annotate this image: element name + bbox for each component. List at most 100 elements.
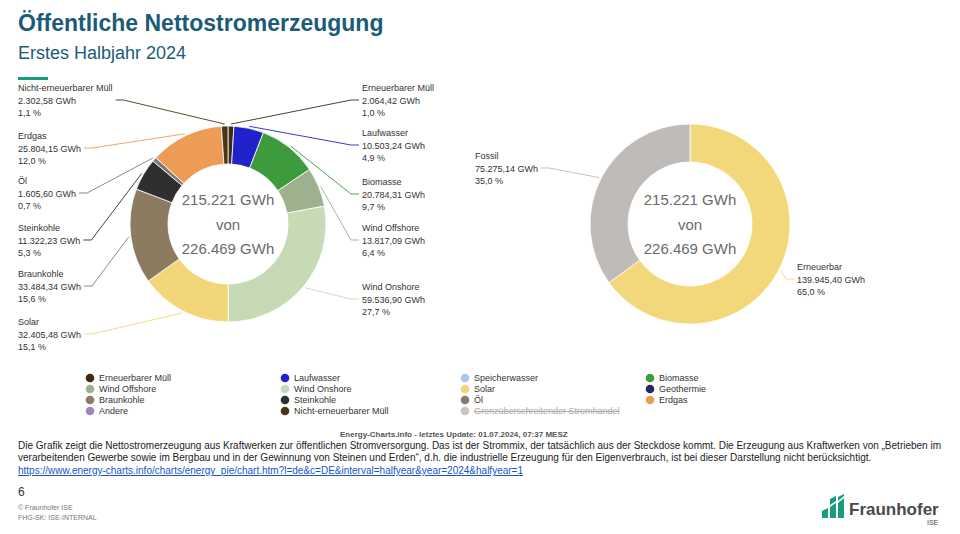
slice-label: Solar — [18, 317, 39, 327]
legend-entry: Erdgas — [659, 395, 688, 405]
legend-swatch — [86, 407, 95, 416]
slice-label: Erdgas — [18, 131, 47, 141]
classification: FHG-SK: ISE-INTERNAL — [18, 514, 97, 521]
logo-name: Fraunhofer — [849, 500, 939, 519]
description: Die Grafik zeigt die Nettostromerzeugung… — [18, 440, 943, 463]
legend-entry: Grenzüberschreitender Stromhandel — [474, 406, 620, 416]
center-label: 215.221 GWh — [644, 191, 737, 208]
legend-swatch — [461, 407, 470, 416]
legend-entry: Andere — [99, 406, 128, 416]
slice-value-label: 2.302,58 GWh — [18, 96, 76, 106]
slice-label: Erneuerbar — [797, 262, 842, 272]
slide: Öffentliche Nettostromerzeugung Erstes Ha… — [0, 0, 960, 534]
slice-value-label: 59.536,90 GWh — [362, 295, 425, 305]
center-label: von — [678, 216, 702, 233]
leader-line — [84, 134, 185, 148]
slice-share-label: 6,4 % — [362, 248, 385, 258]
leader-line — [83, 173, 141, 240]
legend-swatch — [461, 374, 470, 383]
legend-swatch — [646, 374, 655, 383]
slice-share-label: 65,0 % — [797, 287, 825, 297]
slice-value-label: 11.322,23 GWh — [18, 236, 80, 246]
slice-share-label: 9,7 % — [362, 202, 385, 212]
slice-value-label: 32.405,48 GWh — [18, 330, 81, 340]
slice-share-label: 1,0 % — [362, 108, 385, 118]
slice-share-label: 15,6 % — [18, 294, 46, 304]
leader-line — [231, 100, 359, 124]
slice-label: Fossil — [475, 151, 499, 161]
slice-share-label: 0,7 % — [18, 201, 41, 211]
legend-entry: Geothermie — [659, 384, 706, 394]
slice-share-label: 12,0 % — [18, 156, 46, 166]
slice-share-label: 5,3 % — [18, 248, 41, 258]
leader-line — [84, 313, 182, 334]
center-label: 215.221 GWh — [182, 191, 275, 208]
legend-swatch — [461, 396, 470, 405]
slice-share-label: 27,7 % — [362, 307, 390, 317]
legend-entry: Erneuerbarer Müll — [99, 373, 171, 383]
center-label: 226.469 GWh — [644, 240, 737, 257]
logo-icon — [822, 494, 844, 518]
slice-label: Nicht-erneuerbarer Müll — [18, 83, 113, 93]
logo-shape — [830, 496, 836, 505]
logo-unit: ISE — [927, 519, 939, 526]
subtitle: Erstes Halbjahr 2024 — [18, 43, 186, 63]
copyright: © Fraunhofer ISE — [18, 504, 73, 511]
slice-label: Biomasse — [362, 177, 402, 187]
legend: Erneuerbarer MüllLaufwasserSpeicherwasse… — [86, 373, 706, 416]
legend-entry: Wind Offshore — [99, 384, 156, 394]
legend-swatch — [86, 396, 95, 405]
slice — [278, 169, 324, 213]
logo-shape — [838, 498, 844, 518]
data-labels: Erneuerbar139.945,40 GWh65,0 %Fossil75.2… — [475, 151, 865, 297]
title: Öffentliche Nettostromerzeugung — [18, 10, 383, 36]
slice-share-label: 1,1 % — [18, 108, 41, 118]
slice-label: Öl — [18, 176, 27, 186]
logo-shape — [830, 503, 836, 518]
leader-line — [84, 237, 129, 286]
legend-entry: Solar — [474, 384, 495, 394]
slice-label: Wind Offshore — [362, 223, 419, 233]
slice-label: Braunkohle — [18, 269, 64, 279]
leader-line — [249, 126, 359, 145]
slice-value-label: 2.064,42 GWh — [362, 96, 420, 106]
logo-shape — [822, 508, 828, 518]
accent-bar — [18, 77, 48, 80]
slice-share-label: 35,0 % — [475, 176, 503, 186]
legend-swatch — [86, 374, 95, 383]
legend-swatch — [281, 374, 290, 383]
legend-entry: Steinkohle — [294, 395, 336, 405]
donut-chart — [590, 124, 790, 324]
slice-value-label: 1.605,60 GWh — [18, 189, 76, 199]
leader-line — [79, 158, 153, 193]
legend-entry: Laufwasser — [294, 373, 340, 383]
leader-line — [291, 146, 359, 194]
legend-swatch — [86, 385, 95, 394]
legend-entry: Nicht-erneuerbarer Müll — [294, 406, 389, 416]
leader-line — [116, 100, 225, 124]
slice — [221, 126, 228, 164]
legend-swatch — [646, 385, 655, 394]
slice-value-label: 75.275,14 GWh — [475, 164, 538, 174]
slice-label: Laufwasser — [362, 128, 408, 138]
legend-entry: Braunkohle — [99, 395, 145, 405]
legend-entry: Biomasse — [659, 373, 699, 383]
legend-entry: Wind Onshore — [294, 384, 352, 394]
page-number: 6 — [18, 485, 25, 499]
leader-line — [321, 186, 359, 240]
legend-swatch — [281, 396, 290, 405]
slice-value-label: 13.817,09 GWh — [362, 236, 425, 246]
donut-chart — [130, 126, 326, 322]
logo: FraunhoferISE — [822, 494, 939, 526]
slice-share-label: 15,1 % — [18, 342, 46, 352]
slice-value-label: 10.503,24 GWh — [362, 141, 425, 151]
center-label: von — [216, 216, 240, 233]
legend-entry: Öl — [474, 395, 483, 405]
legend-swatch — [646, 396, 655, 405]
logo-shape — [838, 494, 844, 501]
slice-label: Wind Onshore — [362, 282, 420, 292]
slice-label: Erneuerbarer Müll — [362, 83, 434, 93]
legend-swatch — [281, 407, 290, 416]
legend-swatch — [281, 385, 290, 394]
source-link[interactable]: https://www.energy-charts.info/charts/en… — [18, 465, 523, 477]
